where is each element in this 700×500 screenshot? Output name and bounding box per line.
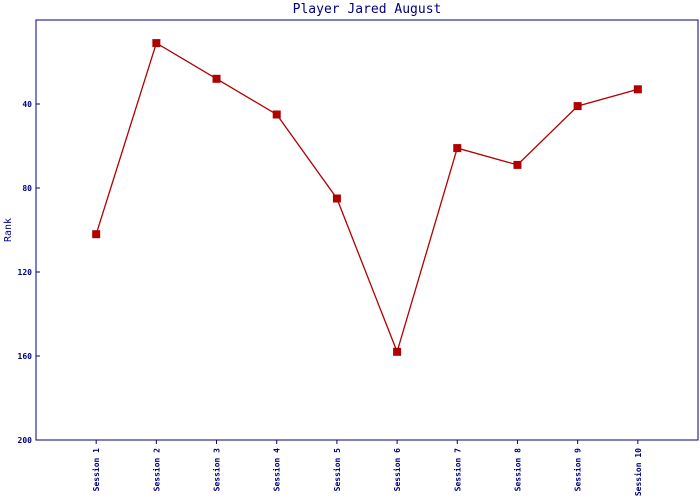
y-tick-label: 160 <box>18 352 33 361</box>
x-tick-label: Session 10 <box>633 448 643 496</box>
x-tick-label: Session 8 <box>512 448 522 492</box>
marker <box>212 74 221 83</box>
x-tick-label: Session 1 <box>91 448 101 492</box>
marker <box>332 194 341 203</box>
marker <box>92 230 101 239</box>
chart-title: Player Jared August <box>293 2 442 17</box>
marker <box>393 347 402 356</box>
x-tick-label: Session 2 <box>151 448 161 492</box>
line <box>95 42 638 354</box>
x-tick-label: Session 3 <box>212 448 222 492</box>
y-axis-label: Rank <box>3 218 14 242</box>
marker <box>633 85 642 94</box>
marker <box>513 160 522 169</box>
y-tick-label: 40 <box>22 100 32 109</box>
y-tick-label: 200 <box>18 436 33 445</box>
x-tick-label: Session 6 <box>392 448 402 492</box>
x-tick-label: Session 5 <box>332 448 342 492</box>
y-tick-label: 80 <box>22 184 32 193</box>
marker <box>152 39 161 48</box>
plot-frame <box>35 19 699 441</box>
marker <box>453 144 462 153</box>
y-tick-label: 120 <box>18 268 33 277</box>
marker <box>573 102 582 111</box>
x-tick-label: Session 4 <box>272 448 282 492</box>
marker <box>272 110 281 119</box>
x-tick-label: Session 9 <box>573 448 583 492</box>
x-tick-label: Session 7 <box>452 448 462 492</box>
